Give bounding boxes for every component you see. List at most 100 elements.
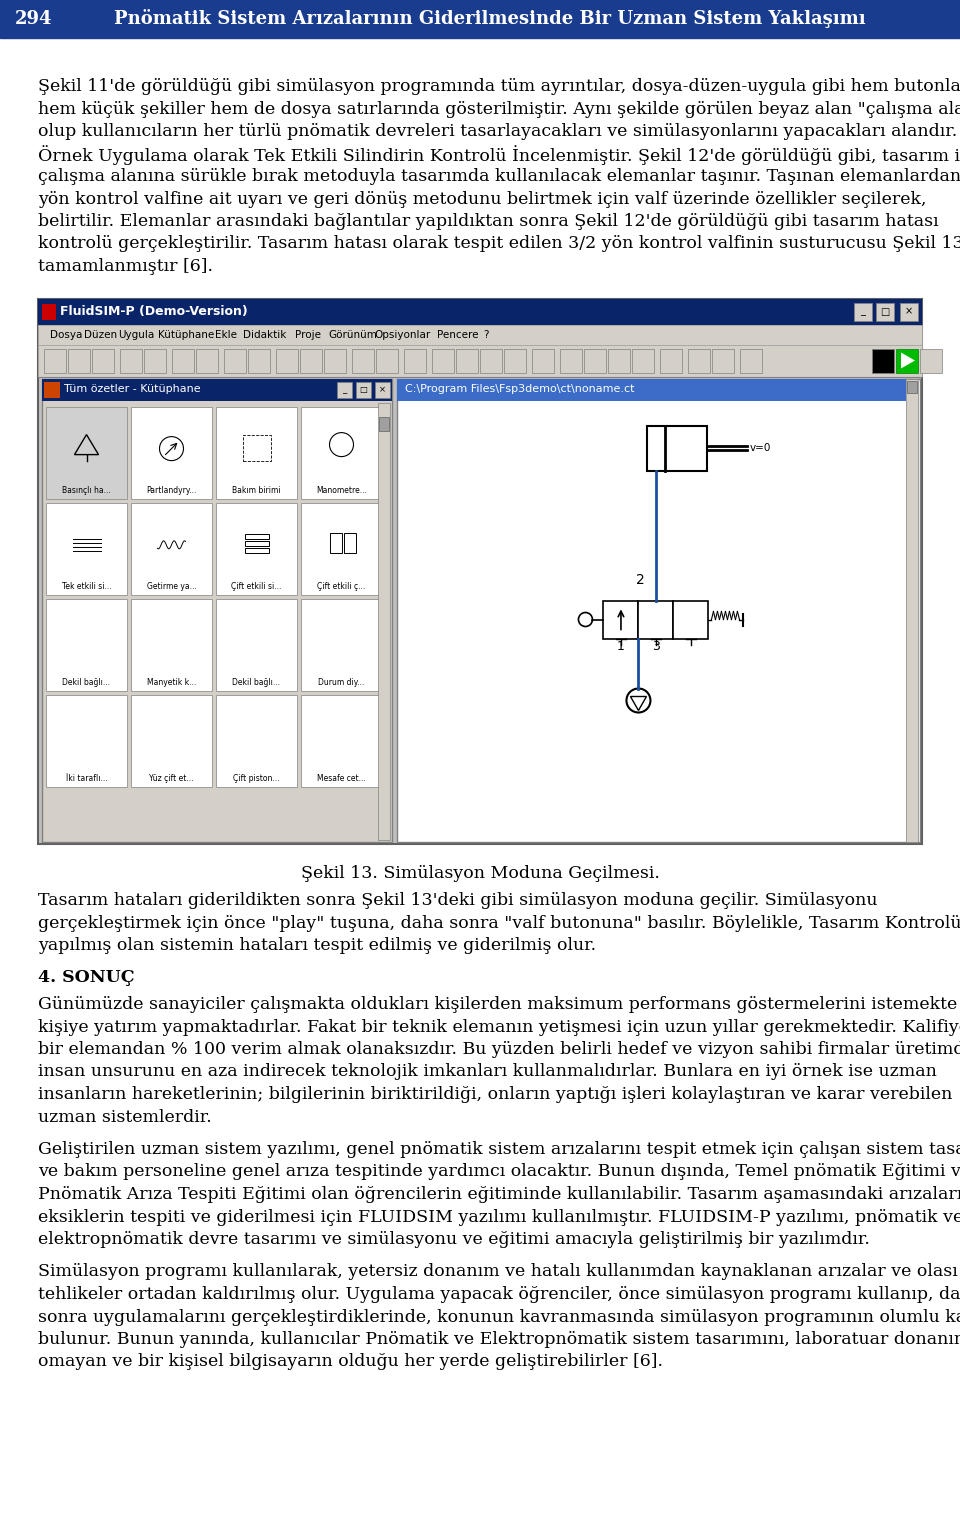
Text: Simülasyon programı kullanılarak, yetersiz donanım ve hatalı kullanımdan kaynakl: Simülasyon programı kullanılarak, yeters… (38, 1263, 958, 1280)
Text: Çift piston...: Çift piston... (233, 774, 279, 783)
Bar (432, 348, 454, 373)
Text: 2: 2 (636, 574, 645, 588)
Text: elektropnömatik devre tasarımı ve simülasyonu ve eğitimi amacıyla geliştirilmiş : elektropnömatik devre tasarımı ve simüla… (38, 1231, 870, 1248)
Bar (38, 324, 922, 344)
Text: kişiye yatırım yapmaktadırlar. Fakat bir teknik elemanın yetişmesi için uzun yıl: kişiye yatırım yapmaktadırlar. Fakat bir… (38, 1019, 960, 1036)
Bar (248, 348, 270, 373)
Text: Pnömatik Sistem Arızalarının Giderilmesinde Bir Uzman Sistem Yaklaşımı: Pnömatik Sistem Arızalarının Giderilmesi… (114, 9, 866, 29)
Text: eksiklerin tespiti ve giderilmesi için FLUIDSIM yazılımı kullanılmıştır. FLUIDSI: eksiklerin tespiti ve giderilmesi için F… (38, 1208, 960, 1225)
Text: bir elemandan % 100 verim almak olanaksızdır. Bu yüzden belirli hedef ve vizyon : bir elemandan % 100 verim almak olanaksı… (38, 1041, 960, 1058)
Bar (324, 348, 346, 373)
Text: uzman sistemlerdir.: uzman sistemlerdir. (38, 1108, 212, 1125)
Text: ×: × (905, 307, 913, 316)
Bar (660, 348, 682, 373)
Text: Tüm özetler - Kütüphane: Tüm özetler - Kütüphane (64, 384, 201, 394)
Bar (38, 298, 922, 844)
Bar (0, 0, 960, 38)
Bar (245, 548, 269, 553)
Bar (876, 302, 894, 321)
Bar (38, 344, 922, 376)
Bar (46, 503, 127, 596)
Text: bulunur. Bunun yanında, kullanıcılar Pnömatik ve Elektropnömatik sistem tasarımı: bulunur. Bunun yanında, kullanıcılar Pnö… (38, 1331, 960, 1348)
Bar (376, 348, 398, 373)
Bar (131, 407, 212, 499)
Text: tamamlanmıştır [6].: tamamlanmıştır [6]. (38, 258, 213, 275)
Bar (131, 503, 212, 596)
Bar (243, 434, 271, 460)
Text: Dekil bağlı...: Dekil bağlı... (62, 678, 110, 688)
Text: Örnek Uygulama olarak Tek Etkili Silindirin Kontrolü İncelenmiştir. Şekil 12'de : Örnek Uygulama olarak Tek Etkili Silindi… (38, 146, 960, 166)
Text: yön kontrol valfine ait uyarı ve geri dönüş metodunu belirtmek için valf üzerind: yön kontrol valfine ait uyarı ve geri dö… (38, 190, 926, 207)
Text: hem küçük şekiller hem de dosya satırlarında gösterilmiştir. Aynı şekilde görüle: hem küçük şekiller hem de dosya satırlar… (38, 100, 960, 118)
Bar (224, 348, 246, 373)
Text: Ekle: Ekle (215, 330, 237, 339)
Text: _: _ (860, 307, 865, 316)
Text: Partlandyry...: Partlandyry... (146, 485, 197, 494)
Bar (216, 407, 297, 499)
Bar (196, 348, 218, 373)
Bar (172, 348, 194, 373)
Text: Pencere: Pencere (437, 330, 479, 339)
Bar (674, 600, 708, 639)
Bar (907, 381, 917, 393)
Text: _: _ (342, 385, 347, 394)
Bar (329, 533, 342, 553)
Bar (92, 348, 114, 373)
Text: □: □ (359, 385, 367, 394)
Bar (276, 348, 298, 373)
Bar (144, 348, 166, 373)
Text: Tek etkili si...: Tek etkili si... (61, 582, 111, 591)
Bar (532, 348, 554, 373)
Text: Yüz çift et...: Yüz çift et... (149, 774, 194, 783)
Text: Mesafe cet...: Mesafe cet... (317, 774, 366, 783)
Bar (397, 379, 920, 841)
Bar (120, 348, 142, 373)
Bar (344, 533, 355, 553)
Bar (688, 348, 710, 373)
Text: 3: 3 (652, 640, 660, 654)
Text: ?: ? (483, 330, 489, 339)
Bar (480, 348, 502, 373)
Polygon shape (631, 697, 646, 711)
Text: Pnömatik Arıza Tespiti Eğitimi olan öğrencilerin eğitiminde kullanılabilir. Tasa: Pnömatik Arıza Tespiti Eğitimi olan öğre… (38, 1187, 960, 1203)
Bar (245, 534, 269, 539)
Bar (46, 599, 127, 691)
Text: gerçekleştirmek için önce "play" tuşuna, daha sonra "valf butonuna" basılır. Böy: gerçekleştirmek için önce "play" tuşuna,… (38, 915, 960, 932)
Text: Manometre...: Manometre... (316, 485, 367, 494)
Bar (638, 600, 674, 639)
Text: Didaktik: Didaktik (243, 330, 287, 339)
Text: yapılmış olan sistemin hataları tespit edilmiş ve giderilmiş olur.: yapılmış olan sistemin hataları tespit e… (38, 936, 596, 953)
Bar (456, 348, 478, 373)
Text: 1: 1 (617, 640, 625, 654)
Bar (216, 599, 297, 691)
Text: Çift etkili ç...: Çift etkili ç... (318, 582, 366, 591)
Text: Günümüzde sanayiciler çalışmakta oldukları kişilerden maksimum performans göster: Günümüzde sanayiciler çalışmakta oldukla… (38, 996, 960, 1013)
Text: Opsiyonlar: Opsiyonlar (374, 330, 430, 339)
Bar (632, 348, 654, 373)
Bar (584, 348, 606, 373)
Text: Şekil 13. Simülasyon Moduna Geçilmesi.: Şekil 13. Simülasyon Moduna Geçilmesi. (300, 866, 660, 883)
Bar (647, 425, 707, 471)
Text: Proje: Proje (295, 330, 321, 339)
Text: Düzen: Düzen (84, 330, 117, 339)
Text: kontrolü gerçekleştirilir. Tasarım hatası olarak tespit edilen 3/2 yön kontrol v: kontrolü gerçekleştirilir. Tasarım hatas… (38, 235, 960, 252)
Bar (300, 348, 322, 373)
Text: Kütüphane: Kütüphane (157, 330, 214, 339)
Text: 4. SONUÇ: 4. SONUÇ (38, 970, 134, 987)
Bar (378, 402, 390, 840)
Text: insanların hareketlerinin; bilgilerinin biriktirildiği, onların yaptığı işleri k: insanların hareketlerinin; bilgilerinin … (38, 1085, 952, 1104)
Bar (42, 379, 392, 841)
Text: Tasarım hataları giderildikten sonra Şekil 13'deki gibi simülasyon moduna geçili: Tasarım hataları giderildikten sonra Şek… (38, 892, 877, 909)
Bar (608, 348, 630, 373)
Text: C:\Program Files\Fsp3demo\ct\noname.ct: C:\Program Files\Fsp3demo\ct\noname.ct (405, 384, 635, 394)
Text: ve bakım personeline genel arıza tespitinde yardımcı olacaktır. Bunun dışında, T: ve bakım personeline genel arıza tespiti… (38, 1164, 960, 1180)
Bar (854, 302, 872, 321)
Bar (920, 348, 942, 373)
Text: Görünüm: Görünüm (328, 330, 377, 339)
Bar (352, 348, 374, 373)
Bar (301, 695, 382, 787)
Bar (301, 503, 382, 596)
Text: Dosya: Dosya (50, 330, 83, 339)
Bar (44, 382, 60, 398)
Text: Geliştirilen uzman sistem yazılımı, genel pnömatik sistem arızalarını tespit etm: Geliştirilen uzman sistem yazılımı, gene… (38, 1141, 960, 1157)
